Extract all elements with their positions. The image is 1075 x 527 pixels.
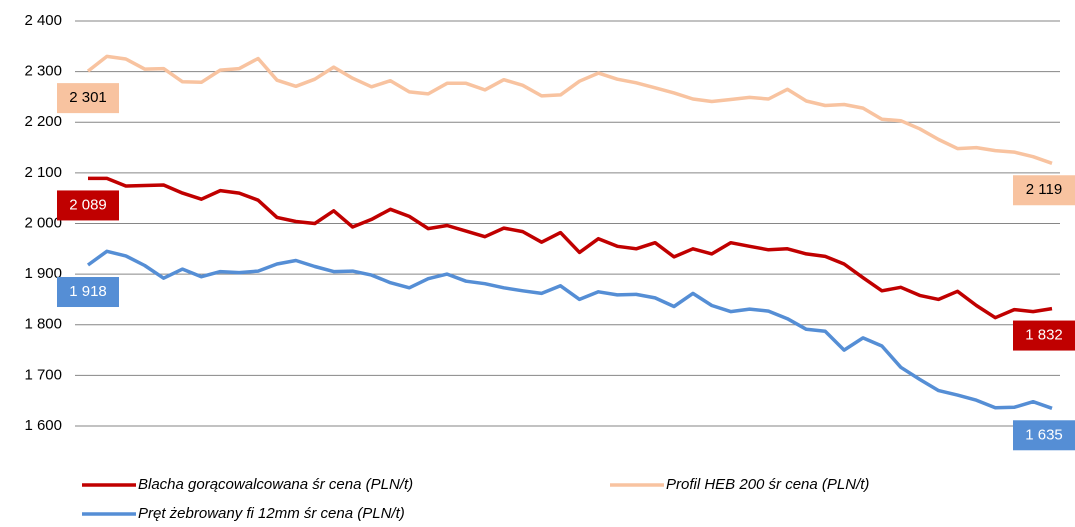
data-label-box [1013,175,1075,206]
y-tick-label: 2 100 [24,164,62,181]
y-tick-label: 2 000 [24,214,62,231]
legend-label: Pręt żebrowany fi 12mm śr cena (PLN/t) [138,505,405,522]
data-label-text: 2 301 [69,89,107,106]
data-label: 2 089 [57,190,119,221]
y-tick-label: 1 700 [24,366,62,383]
legend-label: Profil HEB 200 śr cena (PLN/t) [666,476,869,493]
data-label: 2 119 [1013,175,1075,206]
data-label: 1 918 [57,277,119,308]
data-label-box [1013,320,1075,351]
series-line [86,54,1053,165]
data-label-text: 1 832 [1025,327,1063,344]
data-label-box [57,190,119,221]
data-label-box [57,277,119,308]
series-line [86,249,1053,410]
y-tick-label: 2 300 [24,63,62,80]
data-label-text: 2 089 [69,196,107,213]
data-label-text: 2 119 [1026,181,1062,198]
data-label: 2 301 [57,83,119,114]
y-tick-label: 2 200 [24,113,62,130]
data-label: 1 635 [1013,420,1075,451]
series-line [88,176,1053,320]
data-label-box [1013,420,1075,451]
data-label: 1 832 [1013,320,1075,351]
data-label-text: 1 918 [69,283,107,300]
y-tick-label: 1 600 [24,417,62,434]
y-tick-label: 2 400 [24,12,62,29]
y-tick-label: 1 900 [24,265,62,282]
data-label-box [57,83,119,114]
legend-label: Blacha gorącowalcowana śr cena (PLN/t) [138,476,413,493]
y-tick-label: 1 800 [24,316,62,333]
data-label-text: 1 635 [1025,426,1063,443]
